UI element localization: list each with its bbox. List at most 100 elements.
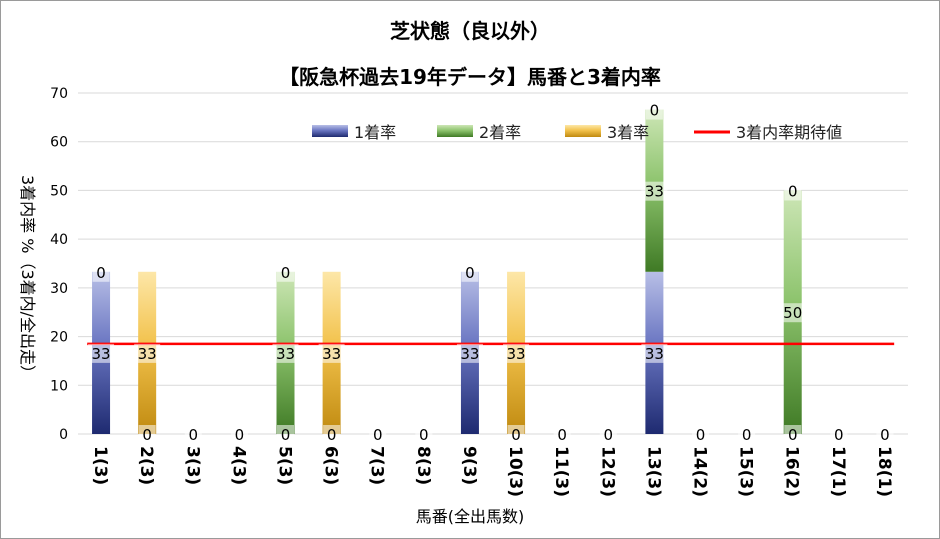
data-label-bg bbox=[641, 181, 668, 201]
data-label-bg bbox=[779, 303, 806, 323]
data-label: 0 bbox=[511, 426, 521, 444]
data-label-bg bbox=[415, 425, 433, 444]
x-tick-label: 13(3) bbox=[643, 446, 663, 497]
chart-subtitle: 【阪急杯過去19年データ】馬番と3着内率 bbox=[279, 65, 661, 89]
legend-label: 1着率 bbox=[354, 123, 396, 142]
x-tick-label: 7(3) bbox=[367, 446, 387, 485]
chart-title: 芝状態（良以外） bbox=[390, 19, 550, 43]
data-label: 0 bbox=[465, 264, 475, 282]
data-label-bg bbox=[876, 425, 894, 444]
data-label: 33 bbox=[138, 345, 157, 363]
x-axis-ticks: 1(3) 2(3) 3(3) 4(3) 5(3) 6(3) 7(3) 8(3) 9(3) 10(3… bbox=[90, 446, 894, 497]
y-tick-label: 60 bbox=[50, 135, 68, 151]
data-label: 0 bbox=[788, 182, 798, 200]
legend-swatch bbox=[312, 125, 348, 137]
data-label: 0 bbox=[235, 426, 245, 444]
data-labels: 33 0 0 33 0 0 0 33 0 0 33 0 0 33 0 0 33 0 0 33 33 0 0 0 0 50 0 0 0 bbox=[88, 100, 894, 444]
data-label: 0 bbox=[419, 426, 429, 444]
x-tick-label: 15(3) bbox=[736, 446, 756, 497]
data-label-bg bbox=[553, 425, 571, 444]
gridlines bbox=[78, 92, 908, 435]
y-tick-label: 50 bbox=[50, 183, 68, 199]
data-label-bg bbox=[92, 262, 110, 282]
x-tick-label: 14(2) bbox=[690, 446, 710, 497]
legend-swatch bbox=[565, 125, 601, 137]
data-label-bg bbox=[784, 425, 802, 444]
x-axis-title: 馬番(全出馬数) bbox=[416, 507, 525, 526]
data-label: 0 bbox=[327, 426, 337, 444]
y-tick-label: 0 bbox=[59, 427, 68, 443]
data-label: 0 bbox=[880, 426, 890, 444]
data-label: 33 bbox=[507, 345, 526, 363]
x-tick-label: 3(3) bbox=[182, 446, 202, 485]
x-tick-label: 6(3) bbox=[321, 446, 341, 485]
y-tick-label: 20 bbox=[50, 330, 68, 346]
data-label-bg bbox=[369, 425, 387, 444]
data-label: 0 bbox=[650, 102, 660, 120]
data-label: 0 bbox=[696, 426, 706, 444]
data-label: 0 bbox=[788, 426, 798, 444]
y-axis-ticks: 0 10 20 30 40 50 60 70 bbox=[50, 86, 68, 443]
data-label-bg bbox=[277, 425, 294, 444]
data-label-bg bbox=[318, 343, 345, 363]
data-label-bg bbox=[323, 425, 341, 444]
data-label-bg bbox=[507, 425, 525, 444]
x-tick-label: 9(3) bbox=[459, 446, 479, 485]
data-label-bg bbox=[784, 181, 802, 201]
x-tick-label: 11(3) bbox=[551, 446, 571, 497]
data-label: 0 bbox=[281, 426, 291, 444]
y-tick-label: 70 bbox=[50, 86, 68, 102]
data-label: 50 bbox=[783, 304, 802, 322]
data-label: 33 bbox=[276, 345, 295, 363]
data-label-bg bbox=[738, 425, 756, 444]
x-tick-label: 12(3) bbox=[597, 446, 617, 497]
data-label: 0 bbox=[834, 426, 844, 444]
x-tick-label: 17(1) bbox=[828, 446, 848, 497]
legend: 1着率 2着率 3着率 3着内率期待値 bbox=[312, 123, 842, 142]
data-label: 0 bbox=[281, 264, 291, 282]
legend-label: 2着率 bbox=[479, 123, 521, 142]
data-label: 33 bbox=[92, 345, 111, 363]
x-tick-label: 18(1) bbox=[874, 446, 894, 497]
x-tick-label: 5(3) bbox=[275, 446, 295, 485]
x-tick-label: 16(2) bbox=[782, 446, 802, 497]
data-label-bg bbox=[830, 425, 848, 444]
x-tick-label: 1(3) bbox=[90, 446, 110, 485]
data-label: 0 bbox=[742, 426, 752, 444]
data-label-bg bbox=[272, 343, 299, 363]
data-label: 0 bbox=[373, 426, 383, 444]
x-tick-label: 2(3) bbox=[136, 446, 156, 485]
legend-swatch bbox=[437, 125, 473, 137]
y-tick-label: 10 bbox=[50, 378, 68, 394]
legend-label: 3着率 bbox=[607, 123, 649, 142]
data-label: 0 bbox=[189, 426, 199, 444]
y-tick-label: 40 bbox=[50, 232, 68, 248]
data-label-bg bbox=[641, 343, 668, 363]
data-label: 0 bbox=[142, 426, 152, 444]
data-label: 33 bbox=[645, 183, 664, 201]
x-tick-label: 8(3) bbox=[413, 446, 433, 485]
data-label: 0 bbox=[604, 426, 614, 444]
data-label-bg bbox=[230, 425, 248, 444]
data-label-bg bbox=[277, 262, 294, 282]
data-label-bg bbox=[503, 343, 530, 363]
x-tick-label: 10(3) bbox=[505, 446, 525, 497]
data-label-bg bbox=[692, 425, 709, 444]
legend-label: 3着内率期待値 bbox=[736, 123, 842, 142]
data-label: 0 bbox=[557, 426, 567, 444]
data-label-bg bbox=[88, 343, 115, 363]
data-label-bg bbox=[461, 262, 479, 282]
data-label-bg bbox=[134, 343, 161, 363]
x-tick-label: 4(3) bbox=[228, 446, 248, 485]
data-label-bg bbox=[456, 343, 483, 363]
data-label-bg bbox=[645, 100, 663, 120]
data-label: 0 bbox=[96, 264, 106, 282]
data-label-bg bbox=[599, 425, 617, 444]
y-axis-title: 3着内率 %（3着内/全出走） bbox=[18, 175, 37, 381]
data-label: 33 bbox=[322, 345, 341, 363]
data-label-bg bbox=[138, 425, 156, 444]
data-label: 33 bbox=[460, 345, 479, 363]
data-label-bg bbox=[184, 425, 202, 444]
y-tick-label: 30 bbox=[50, 281, 68, 297]
